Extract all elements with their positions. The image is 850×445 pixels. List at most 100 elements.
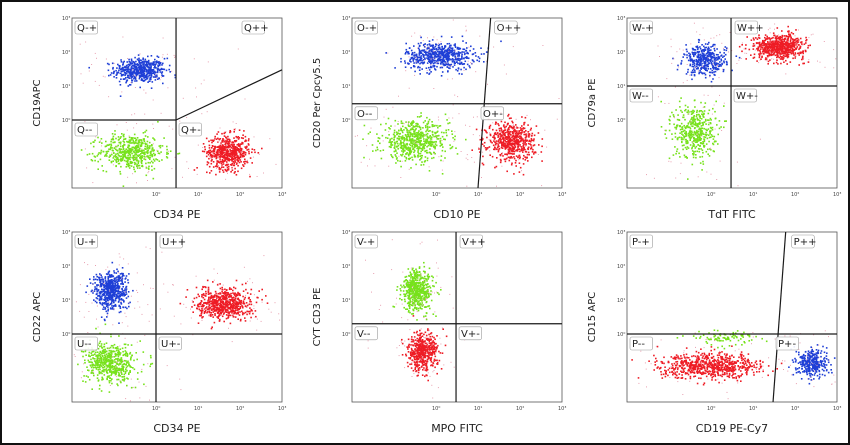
data-point (701, 66, 703, 69)
data-point (132, 64, 135, 67)
data-point (141, 152, 144, 154)
data-point (527, 148, 530, 151)
data-point (429, 45, 432, 47)
data-point (512, 131, 514, 133)
data-point (447, 61, 449, 63)
data-point (418, 59, 420, 61)
data-point (431, 141, 434, 144)
data-point (459, 63, 461, 65)
data-point (422, 163, 425, 166)
data-point (765, 43, 768, 45)
data-point (672, 114, 675, 116)
data-point (502, 138, 505, 140)
data-point (127, 74, 130, 77)
data-point (511, 149, 514, 151)
data-point (115, 153, 117, 155)
data-point (770, 52, 773, 55)
data-point (532, 144, 535, 147)
data-point (149, 68, 152, 70)
data-point (705, 46, 707, 49)
data-point (118, 67, 121, 70)
data-point (123, 66, 125, 69)
data-point (787, 42, 790, 45)
data-point (794, 52, 797, 54)
data-point (414, 135, 417, 137)
data-point (109, 74, 112, 76)
data-point (133, 158, 135, 159)
data-point (117, 154, 120, 156)
data-point (430, 65, 432, 68)
data-point (787, 39, 789, 41)
data-point (527, 160, 529, 162)
data-point (461, 56, 463, 59)
data-point (412, 58, 414, 61)
data-point (240, 161, 242, 163)
data-point (397, 132, 399, 134)
data-point (385, 136, 387, 139)
data-point (92, 145, 95, 148)
data-point (758, 54, 761, 57)
data-point (122, 36, 124, 38)
data-point (129, 156, 132, 158)
data-point (416, 138, 419, 141)
data-point (511, 157, 513, 159)
data-point (668, 157, 671, 160)
data-point (131, 114, 133, 116)
data-point (169, 71, 171, 73)
data-point (197, 144, 199, 146)
data-point (398, 139, 400, 141)
data-point (698, 50, 701, 53)
data-point (125, 160, 128, 163)
data-point (143, 89, 145, 91)
data-point (441, 59, 443, 61)
data-point (679, 48, 681, 50)
data-point (400, 141, 403, 144)
data-point (217, 153, 219, 155)
data-point (135, 72, 138, 75)
data-point (707, 51, 709, 53)
data-point (802, 50, 804, 53)
data-point (715, 60, 717, 62)
data-point (430, 66, 433, 69)
data-point (86, 167, 88, 169)
data-point (428, 143, 431, 145)
data-point (446, 50, 449, 53)
data-point (227, 168, 230, 170)
data-point (128, 145, 130, 147)
data-point (144, 113, 146, 115)
data-point (155, 63, 157, 65)
data-point (387, 52, 389, 54)
data-point (137, 145, 139, 147)
data-point (232, 161, 235, 163)
data-point (426, 135, 429, 138)
data-point (501, 165, 503, 167)
data-point (400, 136, 402, 138)
data-point (113, 62, 115, 64)
data-point (444, 63, 446, 66)
data-point (228, 152, 231, 155)
data-point (514, 135, 517, 137)
data-point (720, 58, 722, 61)
data-point (227, 146, 229, 149)
data-point (148, 170, 150, 172)
data-point (414, 70, 416, 73)
data-point (238, 136, 240, 139)
data-point (219, 161, 221, 164)
data-point (147, 81, 149, 83)
data-point (429, 49, 431, 51)
data-point (171, 70, 173, 72)
data-point (437, 138, 440, 140)
data-point (128, 72, 131, 74)
data-point (422, 44, 425, 47)
data-point (507, 138, 509, 140)
data-point (702, 141, 704, 143)
data-point (515, 165, 517, 167)
data-point (166, 153, 168, 155)
data-point (128, 64, 131, 67)
data-point (143, 70, 146, 73)
data-point (784, 47, 787, 49)
data-point (417, 156, 419, 158)
data-point (144, 145, 147, 148)
data-point (224, 149, 227, 151)
data-point (418, 152, 420, 155)
